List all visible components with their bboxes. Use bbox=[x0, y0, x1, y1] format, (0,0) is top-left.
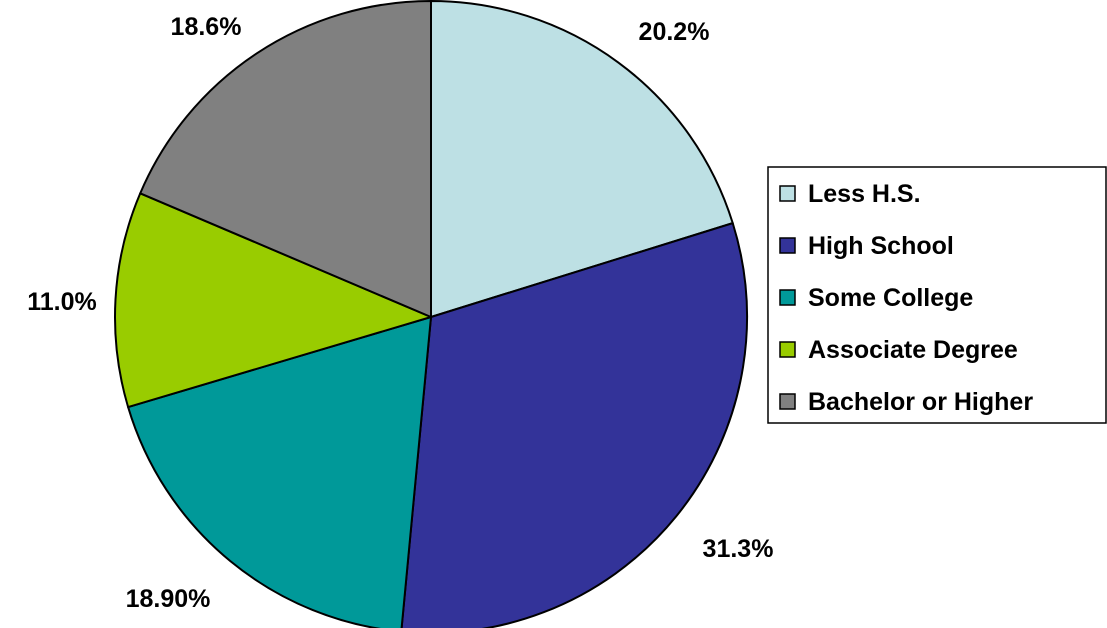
legend: Less H.S. High School Some College Assoc… bbox=[767, 166, 1107, 424]
legend-swatch-bachelor-or-higher bbox=[779, 393, 796, 410]
data-label-associate-degree: 11.0% bbox=[27, 288, 97, 316]
pie-slice-high-school bbox=[400, 222, 748, 628]
legend-box bbox=[767, 166, 1107, 424]
legend-label-high-school: High School bbox=[808, 232, 954, 260]
data-label-bachelor-or-higher: 18.6% bbox=[171, 13, 242, 41]
legend-label-less-hs: Less H.S. bbox=[808, 180, 921, 208]
legend-label-associate-degree: Associate Degree bbox=[808, 336, 1018, 364]
legend-swatch-associate-degree bbox=[779, 341, 796, 358]
legend-label-bachelor-or-higher: Bachelor or Higher bbox=[808, 388, 1033, 416]
pie-slice-bachelor-or-higher bbox=[139, 0, 432, 318]
data-label-less-hs: 20.2% bbox=[639, 18, 710, 46]
data-label-some-college: 18.90% bbox=[126, 585, 211, 613]
pie-slice-less-h-s bbox=[430, 0, 734, 318]
legend-label-some-college: Some College bbox=[808, 284, 973, 312]
pie-slices bbox=[114, 0, 748, 628]
legend-swatch-some-college bbox=[779, 289, 796, 306]
pie-slice-some-college bbox=[127, 316, 432, 628]
legend-swatch-less-hs bbox=[779, 185, 796, 202]
pie-slice-associate-degree bbox=[114, 192, 432, 409]
legend-swatch-high-school bbox=[779, 237, 796, 254]
data-label-high-school: 31.3% bbox=[703, 535, 774, 563]
